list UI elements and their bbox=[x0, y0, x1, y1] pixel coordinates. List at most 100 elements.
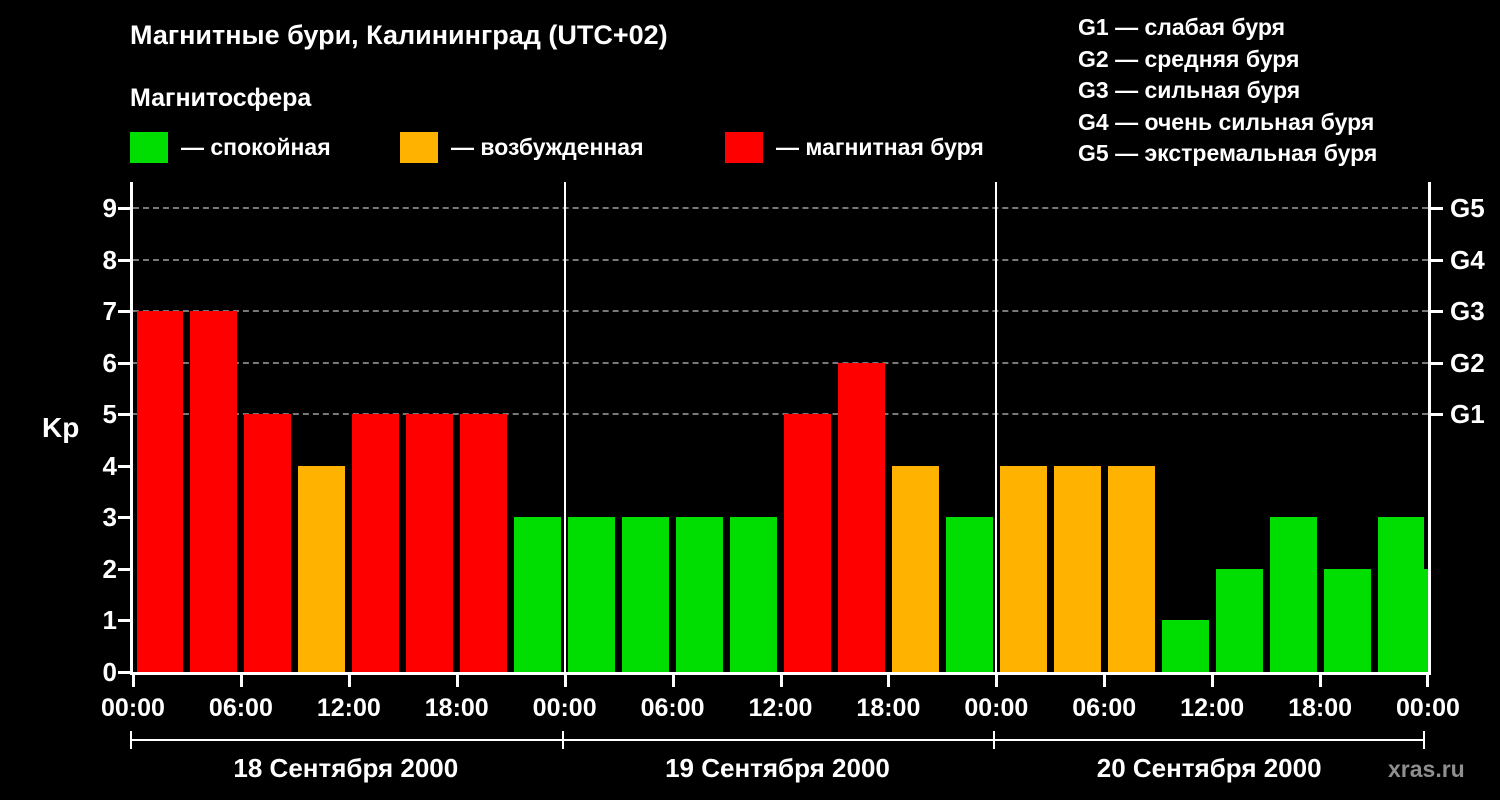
g-axis-tick bbox=[1431, 361, 1443, 365]
y-axis-tick bbox=[118, 207, 130, 210]
x-axis-tick bbox=[132, 675, 135, 687]
storm-scale-line: G3 — сильная буря bbox=[1078, 77, 1301, 103]
y-axis-tick bbox=[118, 413, 130, 417]
kp-bar bbox=[406, 414, 454, 672]
kp-bar bbox=[1215, 568, 1263, 672]
storm-scale-legend: G1 — слабая буря G2 — средняя буря G3 — си… bbox=[1078, 12, 1377, 170]
storm-scale-line: G2 — средняя буря bbox=[1078, 45, 1300, 72]
y-axis-tick bbox=[118, 258, 130, 262]
kp-bar bbox=[784, 414, 831, 672]
y-axis-tick bbox=[118, 671, 130, 674]
legend-swatch-icon bbox=[130, 131, 168, 163]
x-axis-label: 00:00 bbox=[1396, 694, 1460, 722]
day-divider-line bbox=[563, 182, 566, 672]
y-axis-label: 4 bbox=[102, 450, 117, 481]
y-axis-tick bbox=[118, 310, 130, 314]
legend-item: — спокойная bbox=[130, 130, 331, 164]
x-axis-tick bbox=[671, 675, 675, 687]
y-axis-label: 5 bbox=[102, 399, 117, 430]
date-axis-line bbox=[130, 739, 1425, 741]
kp-bar-partial bbox=[1412, 568, 1428, 672]
date-axis-tick bbox=[561, 731, 564, 749]
kp-bar bbox=[514, 517, 562, 672]
x-axis-label: 00:00 bbox=[101, 694, 165, 722]
kp-bar bbox=[190, 311, 238, 672]
kp-bar bbox=[837, 362, 885, 672]
day-divider-line bbox=[995, 182, 998, 672]
y-axis-tick bbox=[118, 619, 130, 623]
y-axis-label: 1 bbox=[102, 605, 117, 636]
x-axis-tick bbox=[995, 675, 999, 687]
date-axis-tick bbox=[993, 731, 996, 749]
legend-item: — магнитная буря bbox=[725, 130, 984, 164]
kp-bar-chart: 0 1 2 3 4 5 6 7 8 9 G1 G2 G3 G4 G5 00:00 06:00 12:00 18:00… bbox=[101, 182, 1485, 722]
legend-item-label: — спокойная bbox=[181, 133, 331, 160]
x-axis-label: 18:00 bbox=[856, 694, 921, 722]
y-axis-label: 7 bbox=[102, 296, 117, 327]
kp-bar bbox=[1053, 465, 1101, 672]
x-axis-tick bbox=[1103, 675, 1107, 687]
storm-scale-line: G5 — экстремальная буря bbox=[1078, 140, 1378, 166]
x-axis-tick bbox=[1319, 675, 1323, 687]
kp-bar bbox=[622, 517, 670, 672]
kp-bar bbox=[676, 517, 724, 672]
chart-title: Магнитные бури, Калининград (UTC+02) bbox=[130, 20, 668, 50]
kp-bar bbox=[891, 465, 939, 672]
g-axis-label: G3 bbox=[1450, 296, 1485, 327]
y-axis-label: 3 bbox=[102, 502, 117, 533]
y-axis-tick bbox=[118, 516, 130, 520]
x-axis-tick bbox=[239, 675, 243, 687]
kp-bar bbox=[244, 414, 292, 672]
magnetosphere-label: Магнитосфера bbox=[130, 84, 312, 112]
x-axis-label: 06:00 bbox=[640, 694, 705, 722]
x-axis-label: 00:00 bbox=[532, 694, 597, 722]
g-axis-label: G5 bbox=[1450, 193, 1485, 223]
y-axis-label: 6 bbox=[102, 347, 117, 378]
x-axis-label: 12:00 bbox=[316, 694, 381, 722]
legend-swatch-icon bbox=[725, 131, 763, 163]
y-axis-label: 9 bbox=[102, 193, 117, 223]
gridline-kp5 bbox=[133, 413, 1428, 416]
color-legend: — спокойная — возбужденная — магнитная бур… bbox=[130, 130, 1180, 166]
g-axis-label: G2 bbox=[1450, 347, 1485, 378]
x-axis-label: 18:00 bbox=[424, 694, 489, 722]
y-axis-label: 0 bbox=[102, 657, 117, 687]
x-axis-label: 06:00 bbox=[208, 694, 273, 722]
kp-bar bbox=[460, 414, 508, 672]
kp-bar bbox=[568, 517, 616, 672]
y-axis-label: 2 bbox=[102, 553, 117, 584]
g-axis-label: G4 bbox=[1450, 244, 1485, 275]
x-axis-tick bbox=[455, 675, 459, 687]
x-axis-label: 00:00 bbox=[964, 694, 1029, 722]
kp-bar bbox=[298, 465, 346, 672]
x-axis-label: 12:00 bbox=[748, 694, 813, 722]
g-axis-tick bbox=[1431, 207, 1443, 210]
kp-bar bbox=[352, 414, 400, 672]
watermark: xras.ru bbox=[1388, 756, 1465, 782]
kp-bar bbox=[1161, 620, 1209, 672]
x-axis-label: 12:00 bbox=[1180, 694, 1245, 722]
gridline-kp6 bbox=[133, 361, 1428, 364]
g-axis-tick bbox=[1431, 413, 1443, 417]
gridline-kp9 bbox=[133, 207, 1428, 209]
kp-bar bbox=[1323, 568, 1371, 672]
g-axis-tick bbox=[1431, 258, 1443, 262]
kp-bar bbox=[945, 517, 993, 672]
legend-swatch-icon bbox=[400, 131, 438, 163]
x-axis-label: 18:00 bbox=[1288, 694, 1353, 722]
y-axis-tick bbox=[118, 567, 130, 571]
x-axis-tick bbox=[1211, 675, 1215, 687]
kp-bar bbox=[999, 465, 1047, 672]
x-axis-label: 06:00 bbox=[1072, 694, 1137, 722]
date-axis-tick bbox=[1423, 731, 1425, 749]
x-axis-tick bbox=[563, 675, 567, 687]
legend-item-label: — магнитная буря bbox=[776, 133, 984, 160]
kp-bar bbox=[1107, 465, 1155, 672]
date-axis-tick bbox=[130, 731, 132, 749]
y-axis-tick bbox=[118, 464, 130, 468]
y-axis-label: 8 bbox=[102, 244, 117, 275]
kp-bar bbox=[730, 517, 777, 672]
storm-scale-line: G4 — очень сильная буря bbox=[1078, 108, 1375, 135]
g-axis-label: G1 bbox=[1450, 399, 1485, 430]
x-axis-tick bbox=[779, 675, 783, 687]
